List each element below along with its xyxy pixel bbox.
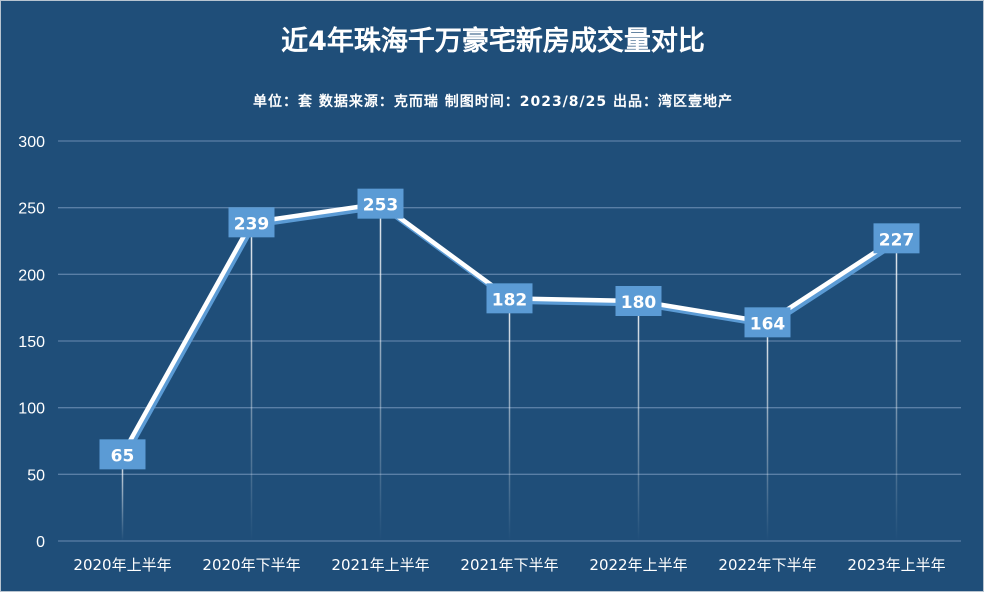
data-label-box: [744, 307, 791, 338]
x-tick-label: 2023年上半年: [847, 556, 945, 574]
y-tick-label: 0: [36, 534, 45, 551]
x-tick-label: 2021年上半年: [331, 556, 429, 574]
x-tick-label: 2022年上半年: [589, 556, 687, 574]
x-tick-label: 2020年上半年: [73, 556, 171, 574]
y-tick-label: 50: [27, 467, 45, 484]
data-label-box: [228, 207, 275, 238]
chart-subtitle: 单位：套 数据来源：克而瑞 制图时间：2023/8/25 出品：湾区壹地产: [252, 94, 734, 110]
drop-line: [121, 454, 124, 541]
drop-line: [250, 222, 253, 542]
data-label: 253: [363, 196, 399, 216]
drop-line: [637, 301, 640, 541]
y-tick-label: 150: [18, 334, 45, 351]
y-tick-label: 250: [18, 201, 45, 218]
x-tick-label: 2021年下半年: [460, 556, 558, 574]
data-label: 227: [879, 230, 915, 250]
drop-line: [379, 203, 382, 541]
drop-line: [766, 322, 769, 541]
data-label-box: [357, 188, 404, 219]
data-label-box: [615, 286, 662, 316]
drop-line: [895, 238, 898, 542]
y-tick-label: 300: [18, 134, 45, 151]
data-label: 180: [621, 293, 657, 313]
x-tick-label: 2022年下半年: [718, 556, 816, 574]
drop-line: [508, 298, 511, 541]
y-tick-label: 200: [18, 267, 45, 284]
data-label: 164: [750, 314, 786, 334]
data-label-box: [873, 223, 920, 254]
data-label: 65: [111, 446, 135, 466]
data-label-box: [486, 283, 533, 314]
y-tick-label: 100: [18, 401, 45, 418]
data-label: 182: [492, 290, 528, 310]
x-tick-label: 2020年下半年: [202, 556, 300, 574]
chart-title: 近4年珠海千万豪宅新房成交量对比: [281, 26, 705, 57]
data-label-box: [99, 439, 146, 470]
data-label: 239: [234, 214, 270, 234]
